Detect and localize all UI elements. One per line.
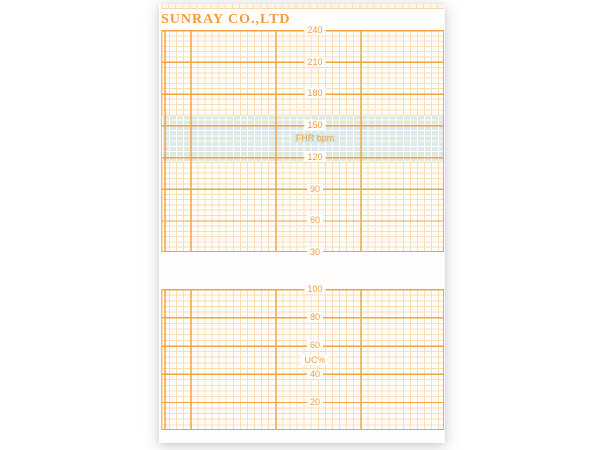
uc-tick-20: 20 <box>306 396 324 407</box>
uc-tick-60: 60 <box>306 340 324 351</box>
fhr-tick-240: 240 <box>304 25 326 35</box>
fhr-axis-label: FHR bpm <box>292 133 338 143</box>
fhr-tick-60: 60 <box>306 215 324 226</box>
brand-title: SUNRAY CO.,LTD <box>161 12 291 27</box>
fhr-tick-210: 210 <box>304 56 326 67</box>
fhr-tick-120: 120 <box>304 151 326 162</box>
fhr-tick-180: 180 <box>304 88 326 99</box>
uc-tick-100: 100 <box>304 284 326 294</box>
ctg-chart-paper: SUNRAY CO.,LTD 240 210 180 150 FHR bpm 1… <box>159 4 445 443</box>
uc-tick-80: 80 <box>306 312 324 323</box>
fhr-tick-30: 30 <box>306 247 324 257</box>
fhr-tick-150: 150 <box>304 120 326 131</box>
uc-axis-label: UC% <box>301 355 329 365</box>
uc-tick-40: 40 <box>306 368 324 379</box>
previous-section-grid-edge <box>161 4 444 9</box>
fhr-tick-90: 90 <box>306 183 324 194</box>
